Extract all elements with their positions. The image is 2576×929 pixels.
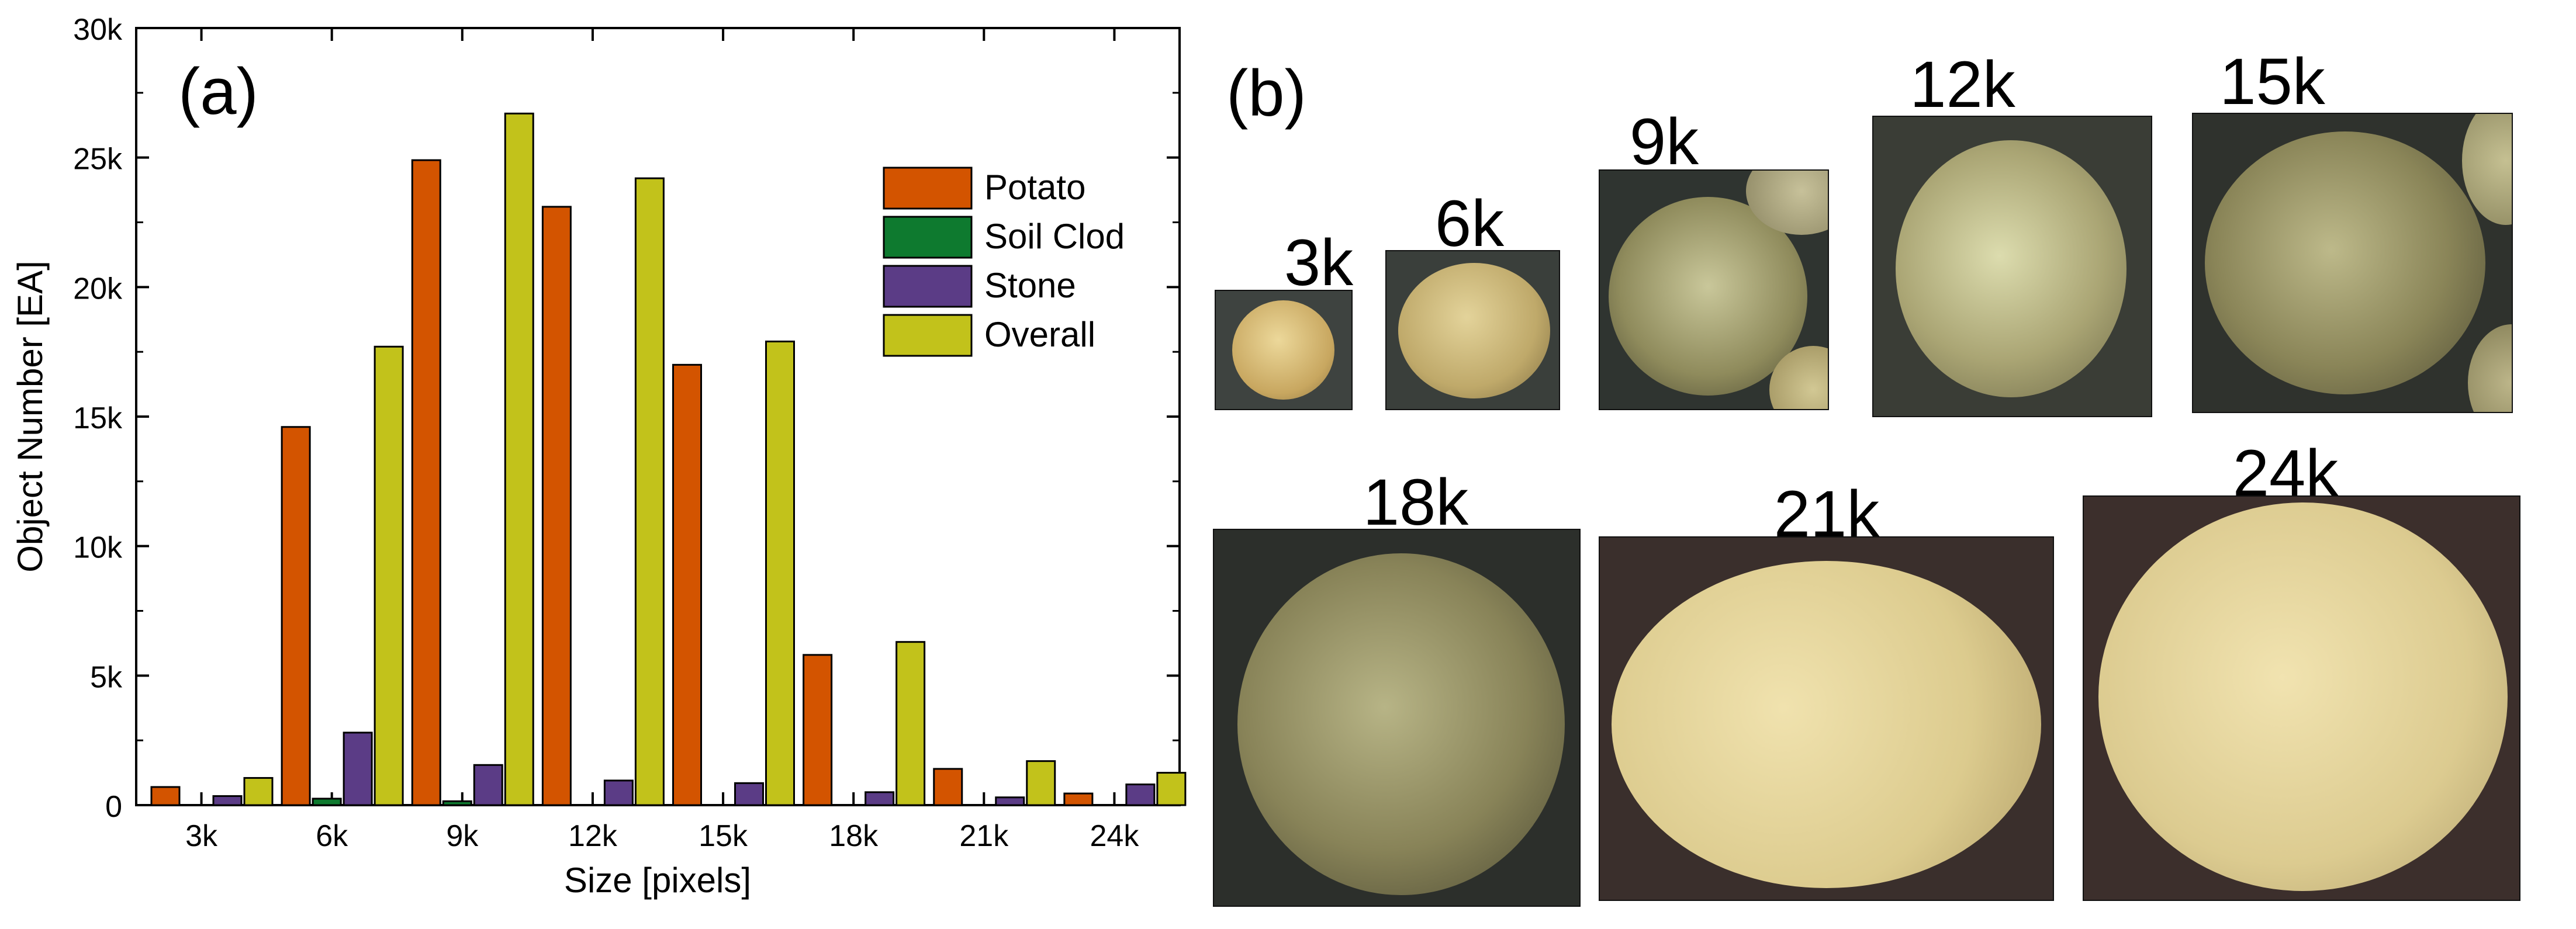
bar-stone-24k	[1125, 784, 1156, 806]
potato-photo-12k	[1872, 116, 2152, 417]
x-tick-label: 9k	[446, 819, 479, 853]
bar-overall-24k	[1156, 772, 1187, 806]
x-axis: 3k 6k 9k 12k 15k 18k 21k 24k	[185, 28, 1139, 853]
bar-soil-clod-6k	[312, 798, 342, 806]
x-axis-title: Size [pixels]	[564, 861, 751, 900]
potato-photo-6k	[1385, 250, 1560, 410]
bars-group	[150, 112, 1187, 806]
bar-stone-6k	[343, 732, 373, 806]
bar-stone-18k	[865, 791, 895, 806]
size-label-9k: 9k	[1629, 105, 1699, 178]
y-tick-label: 20k	[73, 272, 123, 306]
size-label-6k: 6k	[1434, 187, 1505, 260]
potato-photo-24k	[2083, 495, 2520, 901]
bar-chart: (a) 0 5k 10k 15k 20k 25k 30k 3k 6k 9k 12k 15k 18k 21…	[11, 13, 1187, 900]
bar-potato-6k	[281, 426, 311, 806]
bar-stone-9k	[473, 764, 503, 806]
y-tick-label: 25k	[73, 143, 123, 176]
bar-stone-12k	[603, 779, 634, 806]
x-tick-label: 6k	[316, 819, 348, 853]
y-axis-title: Object Number [EA]	[11, 261, 50, 573]
y-axis: 0 5k 10k 15k 20k 25k 30k	[73, 13, 1180, 824]
size-label-12k: 12k	[1910, 48, 2015, 121]
bar-overall-15k	[765, 340, 795, 806]
x-tick-label: 3k	[185, 819, 218, 853]
potato-photo-18k	[1213, 529, 1581, 907]
bar-potato-9k	[411, 159, 441, 806]
legend: Potato Soil Clod Stone Overall	[883, 167, 1125, 357]
bar-stone-21k	[995, 796, 1025, 806]
size-label-3k: 3k	[1284, 226, 1354, 299]
y-tick-label: 5k	[90, 660, 123, 694]
bar-overall-21k	[1026, 760, 1056, 806]
x-tick-label: 15k	[699, 819, 748, 853]
x-tick-label: 24k	[1090, 819, 1140, 853]
bar-potato-18k	[803, 654, 833, 806]
bar-overall-9k	[504, 112, 534, 806]
y-tick-label: 10k	[73, 531, 123, 565]
x-tick-label: 18k	[829, 819, 879, 853]
bar-soil-clod-9k	[442, 800, 472, 806]
legend-label-potato: Potato	[984, 168, 1085, 207]
potato-photo-9k	[1599, 169, 1829, 410]
bar-potato-15k	[672, 363, 702, 806]
bar-potato-3k	[150, 786, 181, 806]
x-tick-label: 12k	[568, 819, 618, 853]
legend-label-overall: Overall	[984, 315, 1095, 354]
potato-photo-21k	[1599, 536, 2054, 901]
bar-stone-3k	[212, 795, 243, 806]
y-tick-label: 30k	[73, 13, 123, 47]
y-tick-label: 15k	[73, 401, 123, 435]
bar-potato-12k	[541, 206, 572, 806]
bar-potato-24k	[1063, 792, 1094, 806]
bar-overall-18k	[895, 641, 926, 806]
legend-label-soil-clod: Soil Clod	[984, 217, 1125, 256]
bar-potato-21k	[933, 768, 963, 806]
photos-panel: (b) 3k 6k 9k 12k 15k 18k 21k 24k	[1204, 0, 2576, 929]
bar-overall-12k	[634, 177, 665, 806]
potato-photo-15k	[2192, 113, 2513, 413]
legend-swatch-potato	[883, 167, 973, 210]
size-label-18k: 18k	[1363, 466, 1469, 539]
legend-swatch-soil-clod	[883, 216, 973, 259]
panel-label-b: (b)	[1226, 57, 1306, 130]
bar-overall-6k	[374, 345, 404, 806]
size-label-15k: 15k	[2219, 45, 2325, 118]
y-tick-label: 0	[105, 790, 122, 824]
legend-swatch-stone	[883, 265, 973, 308]
x-tick-label: 21k	[959, 819, 1009, 853]
bar-overall-3k	[243, 777, 274, 806]
legend-swatch-overall	[883, 314, 973, 357]
legend-label-stone: Stone	[984, 266, 1076, 305]
potato-photo-3k	[1215, 290, 1353, 410]
panel-label-a: (a)	[178, 55, 258, 128]
bar-stone-15k	[734, 782, 764, 806]
